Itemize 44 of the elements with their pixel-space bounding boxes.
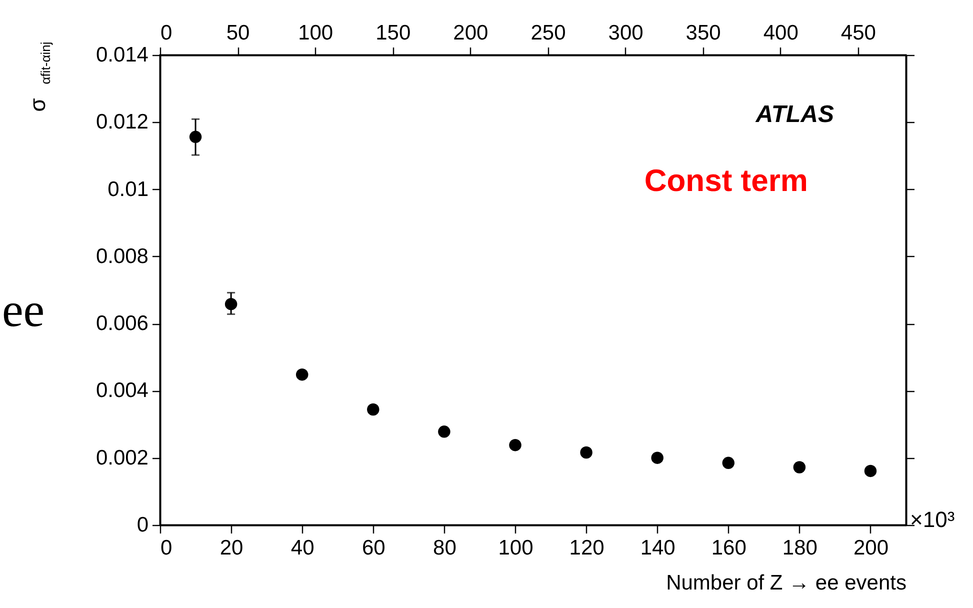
x-tick-label: 0 [160,536,172,560]
x2-tick-label: 350 [686,22,721,44]
y-axis-title: σαfit-αinj [25,42,53,112]
x2-tick-label: 150 [376,22,411,44]
x2-tick-label: 300 [608,22,644,44]
annotation: Const term [644,163,808,198]
x2-tick-label: 0 [160,22,172,44]
y-tick-label: 0.008 [96,244,148,268]
point [438,426,450,438]
x-tick-label: 160 [711,536,746,560]
point [864,464,877,478]
x2-tick-label: 250 [530,22,566,44]
point [367,403,380,416]
x2-tick-label: 200 [453,22,488,44]
x2-tick-label: 400 [763,22,798,44]
text: ×10³ [910,507,955,532]
y-tick-label: 0 [136,514,148,536]
y-tick-label: 0.01 [108,178,148,201]
x-axis-title: Number of Z → ee events [666,572,906,594]
annotation: ATLAS [754,101,834,128]
y-tick-label: 0.006 [96,312,148,336]
point [296,368,308,381]
x-tick-label: 100 [498,536,534,560]
point [651,452,664,464]
point [722,456,735,470]
point [509,438,522,452]
x-tick-label: 60 [362,536,386,560]
x-tick-label: 80 [433,536,456,560]
x-tick-label: 40 [290,536,314,560]
x2-tick-label: 100 [298,22,334,44]
point [793,461,806,474]
x-tick-label: 200 [853,536,888,560]
x2-tick-label: 50 [226,22,250,44]
x-tick-label: 140 [640,536,676,560]
y-tick-label: 0.004 [96,379,149,402]
y-tick-label: 0.014 [96,44,149,66]
text: ee [2,284,45,337]
y-tick-label: 0.012 [96,110,148,134]
y-tick-label: 0.002 [96,446,148,470]
x-tick-label: 180 [782,536,818,560]
point [580,446,592,459]
x-tick-label: 120 [569,536,604,560]
x-tick-label: 20 [220,536,244,560]
x2-tick-label: 450 [840,22,876,44]
